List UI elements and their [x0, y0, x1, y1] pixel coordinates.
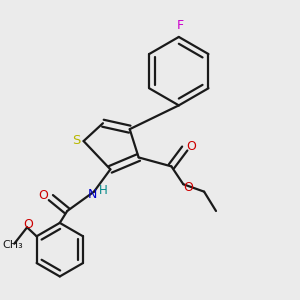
Text: H: H [99, 184, 108, 197]
Text: CH₃: CH₃ [2, 240, 23, 250]
Text: O: O [184, 181, 194, 194]
Text: F: F [177, 19, 184, 32]
Text: O: O [24, 218, 34, 231]
Text: N: N [88, 188, 97, 201]
Text: O: O [186, 140, 196, 153]
Text: O: O [38, 189, 48, 202]
Text: S: S [72, 134, 80, 147]
